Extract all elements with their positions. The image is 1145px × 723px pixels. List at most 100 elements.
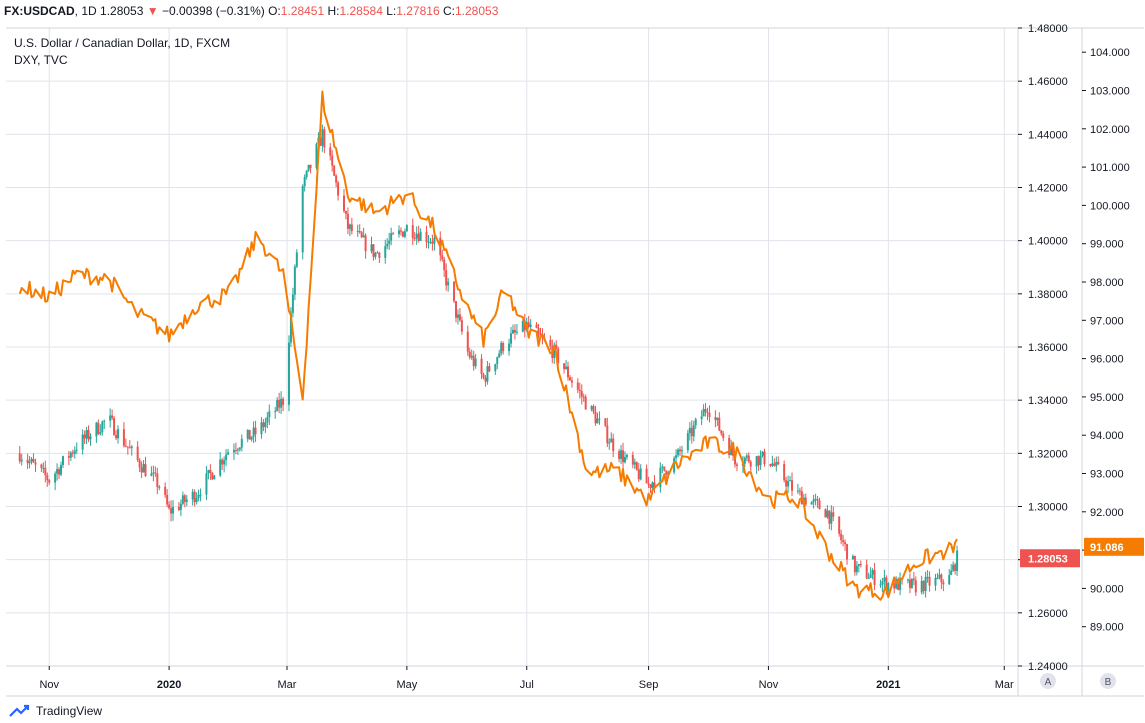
y-left-tick-label: 1.46000 xyxy=(1028,76,1068,88)
usdcad-candle-body xyxy=(85,430,88,439)
usdcad-candle-body xyxy=(333,165,336,176)
usdcad-candle-body xyxy=(549,339,552,347)
usdcad-candle-body xyxy=(810,502,813,505)
usdcad-candle-body xyxy=(60,464,63,475)
y-right-tick-label: 99.000 xyxy=(1090,239,1124,251)
usdcad-candle-body xyxy=(706,412,709,414)
usdcad-candle-body xyxy=(26,459,29,464)
y-left-tick-label: 1.42000 xyxy=(1028,183,1068,195)
usdcad-candle-body xyxy=(103,420,106,422)
usdcad-candle-body xyxy=(301,186,304,253)
scale-button-b[interactable] xyxy=(1100,673,1116,689)
usdcad-candle-body xyxy=(645,468,648,484)
usdcad-candle-body xyxy=(924,576,927,592)
usdcad-candle-body xyxy=(140,467,143,473)
usdcad-candle-body xyxy=(508,343,511,352)
usdcad-candle-body xyxy=(700,416,703,420)
usdcad-candle-body xyxy=(604,418,607,426)
usdcad-candle-body xyxy=(268,411,271,418)
usdcad-candle-body xyxy=(152,472,155,474)
usdcad-candle-body xyxy=(873,570,876,586)
usdcad-candle-body xyxy=(240,438,243,448)
usdcad-candle-body xyxy=(557,348,560,364)
usdcad-candle-body xyxy=(755,456,758,467)
x-tick-label: May xyxy=(396,679,417,691)
usdcad-candle-body xyxy=(625,454,628,458)
usdcad-candle-body xyxy=(908,579,911,588)
usdcad-candle-body xyxy=(592,406,595,412)
usdcad-candle-body xyxy=(594,411,597,424)
main-series-legend[interactable]: U.S. Dollar / Canadian Dollar, 1D, FXCM xyxy=(14,36,231,50)
usdcad-candle-body xyxy=(183,495,186,503)
usdcad-candle-body xyxy=(618,451,621,459)
interval-label[interactable]: 1D xyxy=(81,4,97,18)
usdcad-candle-body xyxy=(401,231,404,237)
usdcad-candle-body xyxy=(954,564,957,571)
tradingview-logo[interactable]: TradingView xyxy=(8,704,102,718)
usdcad-candle-body xyxy=(346,213,349,229)
usdcad-candle-body xyxy=(855,565,858,573)
usdcad-candle-body xyxy=(610,438,613,443)
usdcad-candle-body xyxy=(207,469,210,474)
usdcad-candle-body xyxy=(718,417,721,431)
usdcad-candle-body xyxy=(647,483,650,485)
usdcad-candle-body xyxy=(238,447,241,450)
usdcad-candle-body xyxy=(857,564,860,566)
usdcad-candle-body xyxy=(936,577,939,579)
y-right-tick-label: 103.000 xyxy=(1090,86,1130,98)
y-right-tick-label: 100.000 xyxy=(1090,200,1130,212)
usdcad-candle-body xyxy=(427,241,430,243)
usdcad-candle-body xyxy=(205,473,208,495)
usdcad-candle-body xyxy=(117,429,120,439)
usdcad-candle-body xyxy=(67,456,70,458)
usdcad-candle-body xyxy=(348,224,351,229)
usdcad-candle-body xyxy=(331,155,334,166)
usdcad-candle-body xyxy=(798,490,801,492)
brand-name: TradingView xyxy=(36,704,103,718)
usdcad-candle-body xyxy=(425,231,428,243)
y-left-tick-label: 1.38000 xyxy=(1028,289,1068,301)
usdcad-candle-body xyxy=(763,451,766,464)
usdcad-candle-body xyxy=(680,450,683,452)
usdcad-candle-body xyxy=(227,452,230,455)
usdcad-candle-body xyxy=(360,232,363,238)
usdcad-candle-body xyxy=(920,580,923,593)
close-value: 1.28053 xyxy=(454,4,499,18)
usdcad-candle-body xyxy=(952,564,955,571)
usdcad-candle-body xyxy=(453,281,456,302)
usdcad-candle-body xyxy=(111,415,114,418)
usdcad-candle-body xyxy=(578,389,581,392)
usdcad-candle-body xyxy=(71,452,74,454)
usdcad-candle-body xyxy=(743,457,746,464)
usdcad-candle-body xyxy=(730,446,733,456)
usdcad-candle-body xyxy=(950,570,953,576)
usdcad-candle-body xyxy=(61,456,64,465)
usdcad-candle-body xyxy=(374,253,377,257)
usdcad-candle-body xyxy=(714,417,717,420)
y-right-tick-label: 97.000 xyxy=(1090,315,1124,327)
usdcad-candle-body xyxy=(158,486,161,488)
usdcad-candle-body xyxy=(511,330,514,334)
usdcad-candle-body xyxy=(386,243,389,247)
symbol-name[interactable]: FX:USDCAD xyxy=(4,4,75,18)
compare-series-legend[interactable]: DXY, TVC xyxy=(14,53,68,67)
usdcad-candle-body xyxy=(128,447,131,449)
high-label: H: xyxy=(327,4,340,18)
usdcad-candle-body xyxy=(447,281,450,286)
y-right-tick-label: 94.000 xyxy=(1090,430,1124,442)
usdcad-candle-body xyxy=(142,464,145,473)
usdcad-candle-body xyxy=(686,433,689,451)
usdcad-candle-body xyxy=(486,366,489,382)
usdcad-candle-body xyxy=(596,418,599,424)
usdcad-candle-body xyxy=(893,583,896,589)
usdcad-candle-body xyxy=(248,429,251,440)
usdcad-price-tag-label: 1.28053 xyxy=(1028,553,1068,565)
scale-button-a[interactable] xyxy=(1040,673,1056,689)
usdcad-candle-body xyxy=(474,358,477,367)
usdcad-candle-body xyxy=(295,252,298,267)
usdcad-candle-body xyxy=(28,461,31,464)
usdcad-candle-body xyxy=(934,577,937,586)
low-label: L: xyxy=(386,4,397,18)
usdcad-candle-body xyxy=(415,233,418,239)
